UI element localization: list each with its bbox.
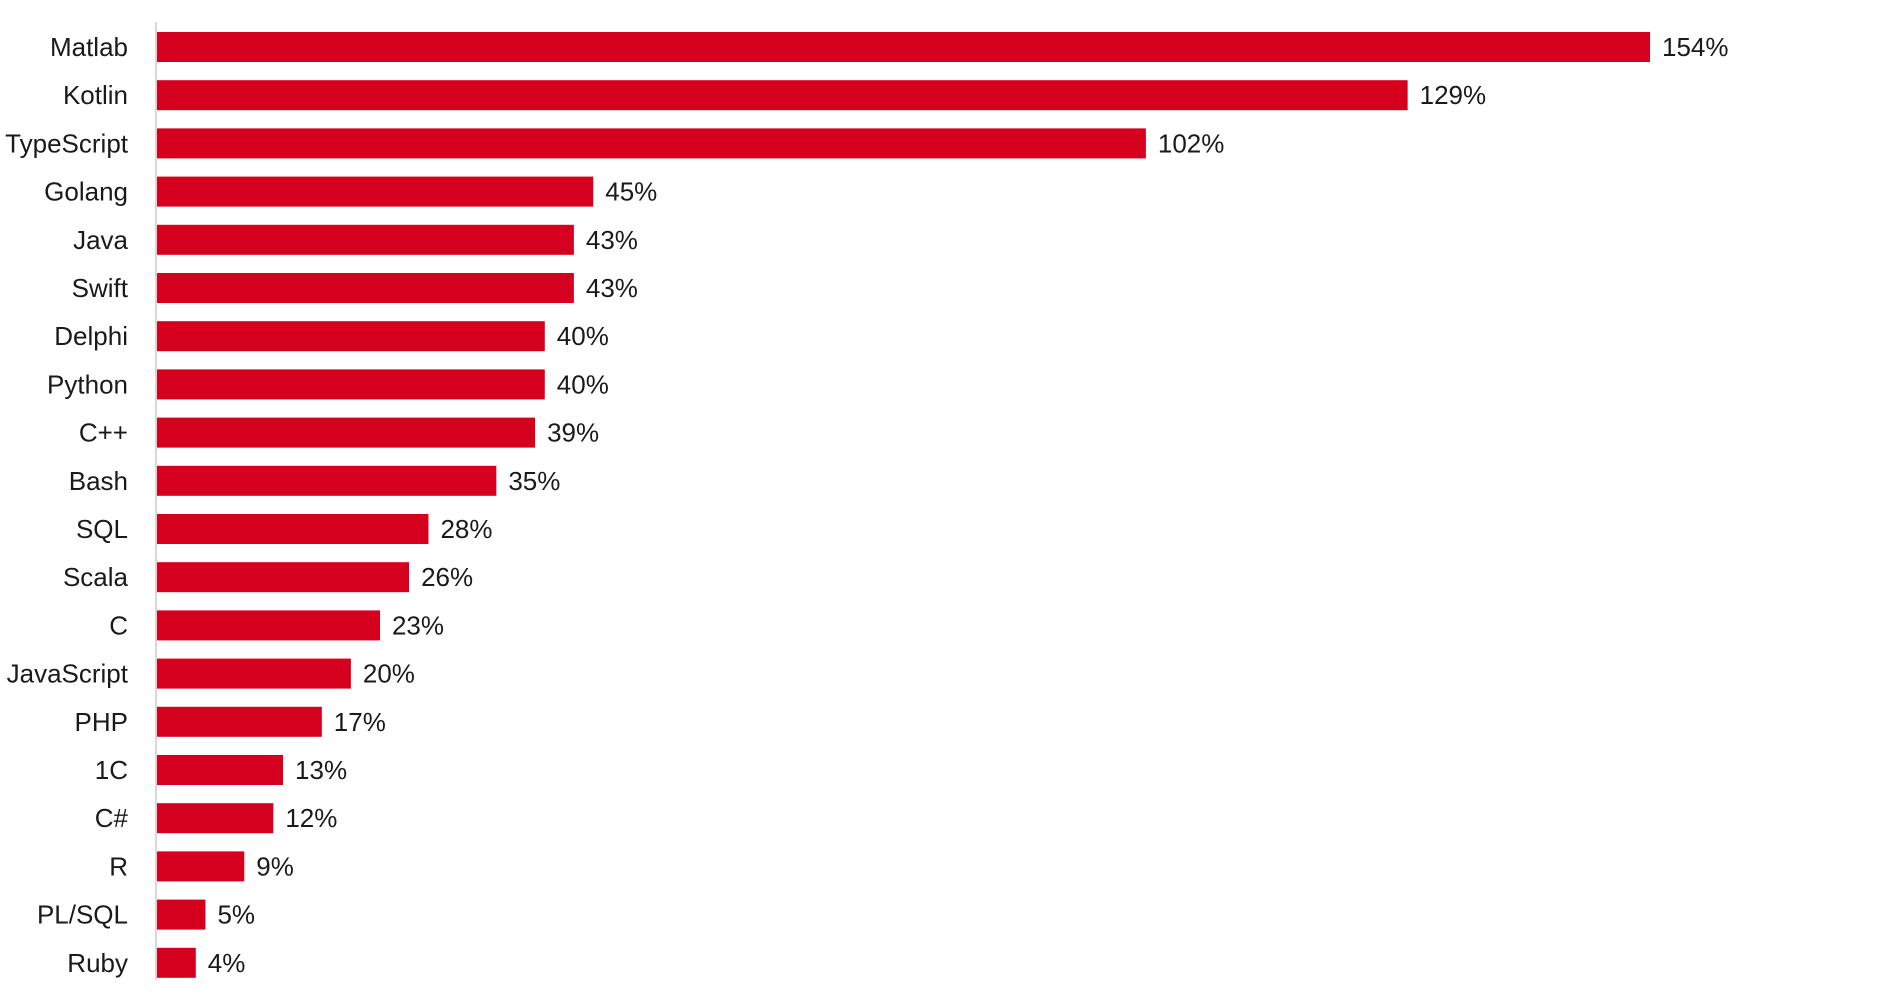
category-label-c: C xyxy=(109,610,128,640)
value-label-javascript: 20% xyxy=(363,659,415,689)
category-label-bash: Bash xyxy=(69,466,128,496)
category-label-python: Python xyxy=(47,369,128,399)
bar-javascript xyxy=(157,658,351,689)
bar-scala xyxy=(157,562,410,593)
category-label-1c: 1C xyxy=(95,755,128,785)
value-labels-group: 154% 129% 102% 45% 43% 43% 40% 40% 39% 35% 28% 26% 2… xyxy=(208,32,1729,978)
category-label-matlab: Matlab xyxy=(50,32,128,62)
bar-sql xyxy=(157,514,429,544)
value-label-r: 9% xyxy=(256,851,294,881)
value-label-delphi: 40% xyxy=(557,321,609,351)
value-label-pl-sql: 5% xyxy=(217,900,255,930)
value-label-csharp: 12% xyxy=(285,803,337,833)
category-labels-group: Matlab Kotlin TypeScript Golang Java Swift Del… xyxy=(5,32,129,978)
category-label-scala: Scala xyxy=(63,562,129,592)
value-label-sql: 28% xyxy=(440,514,492,544)
category-label-typescript: TypeScript xyxy=(5,128,129,158)
bar-cplusplus xyxy=(157,417,536,448)
value-label-kotlin: 129% xyxy=(1420,80,1487,110)
bar-java xyxy=(157,224,574,255)
bar-delphi xyxy=(157,321,545,352)
category-label-cplusplus: C++ xyxy=(79,418,128,448)
category-label-golang: Golang xyxy=(44,177,128,207)
category-label-ruby: Ruby xyxy=(67,948,128,978)
category-label-delphi: Delphi xyxy=(54,321,128,351)
bar-r xyxy=(157,851,245,882)
value-label-matlab: 154% xyxy=(1662,32,1729,62)
bar-ruby xyxy=(157,947,196,978)
category-label-sql: SQL xyxy=(76,514,128,544)
value-label-python: 40% xyxy=(557,369,609,399)
bar-kotlin xyxy=(157,80,1408,111)
value-label-php: 17% xyxy=(334,707,386,737)
bar-1c xyxy=(157,755,284,785)
bar-swift xyxy=(157,273,574,303)
value-label-golang: 45% xyxy=(605,177,657,207)
bar-python xyxy=(157,369,545,400)
value-label-swift: 43% xyxy=(586,273,638,303)
category-label-pl-sql: PL/SQL xyxy=(37,900,128,930)
category-label-javascript: JavaScript xyxy=(7,659,129,689)
value-label-java: 43% xyxy=(586,225,638,255)
value-label-typescript: 102% xyxy=(1158,128,1225,158)
bars-group xyxy=(157,32,1650,978)
category-label-r: R xyxy=(109,851,128,881)
category-label-swift: Swift xyxy=(72,273,129,303)
value-label-1c: 13% xyxy=(295,755,347,785)
value-label-c: 23% xyxy=(392,610,444,640)
bar-php xyxy=(157,706,322,737)
bar-c xyxy=(157,610,380,641)
value-label-cplusplus: 39% xyxy=(547,418,599,448)
bar-typescript xyxy=(157,128,1146,159)
category-label-csharp: C# xyxy=(95,803,129,833)
bar-matlab xyxy=(157,32,1650,62)
category-label-php: PHP xyxy=(75,707,128,737)
value-label-scala: 26% xyxy=(421,562,473,592)
bar-csharp xyxy=(157,803,274,834)
value-label-bash: 35% xyxy=(508,466,560,496)
bar-pl-sql xyxy=(157,899,206,930)
bar-bash xyxy=(157,465,497,496)
value-label-ruby: 4% xyxy=(208,948,246,978)
category-label-kotlin: Kotlin xyxy=(63,80,128,110)
bar-golang xyxy=(157,176,594,207)
category-label-java: Java xyxy=(73,225,128,255)
